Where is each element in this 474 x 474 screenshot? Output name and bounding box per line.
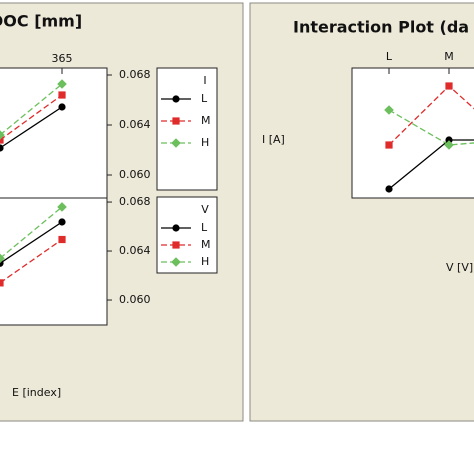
right-panel [249,2,474,422]
marker [385,141,393,149]
marker [171,257,181,267]
marker [172,117,180,125]
marker [445,82,453,90]
marker [0,130,5,140]
x-axis-label: V [V] [446,261,473,274]
y-tick-label: 0.060 [119,168,151,181]
plot-layer [0,79,67,152]
plot-layer [384,82,474,193]
series-line [0,94,63,141]
plot-layer [0,202,67,287]
marker [58,235,66,244]
legend-box [156,196,218,274]
marker [172,224,180,232]
marker [385,185,393,193]
marker [445,136,453,144]
x-axis-label: E [index] [12,386,61,399]
plot-area [0,197,108,326]
series-line [0,83,63,136]
marker [58,91,66,99]
marker [172,241,180,249]
marker [0,253,5,264]
legend-title: V [201,203,209,216]
plot-area [0,67,108,199]
marker [58,218,66,226]
y-tick-label: 0.068 [119,68,151,81]
legend-label: M [201,114,211,127]
marker [444,140,454,150]
y-tick-label: 0.064 [119,244,151,257]
legend-label: L [201,221,208,234]
marker [58,103,66,111]
marker [0,144,4,152]
series-line [0,206,63,259]
x-tick-label: 365 [52,52,73,65]
x-tick-label: L [386,50,393,63]
legend-label: L [201,92,208,105]
legend-label: H [201,136,209,149]
series-line [0,238,63,284]
y-axis-label: I [A] [262,133,285,146]
marker [0,279,4,287]
legend-label: H [201,255,209,268]
marker [0,136,4,144]
y-tick-label: 0.060 [119,293,151,306]
chart-title: Interaction Plot (da [293,18,469,37]
marker [57,79,67,89]
series-line [388,109,474,146]
marker [172,95,180,103]
plot-area [351,67,474,199]
series-line [0,221,63,264]
marker [171,138,181,148]
legend-label: M [201,238,211,251]
y-tick-label: 0.064 [119,118,151,131]
series-line [0,106,63,149]
x-tick-label: M [444,50,454,63]
legend-box [156,67,218,191]
legend-title: I [203,74,206,87]
chart-title: DOC [mm] [0,12,82,31]
y-tick-label: 0.068 [119,195,151,208]
marker [384,105,394,115]
marker [57,202,67,212]
